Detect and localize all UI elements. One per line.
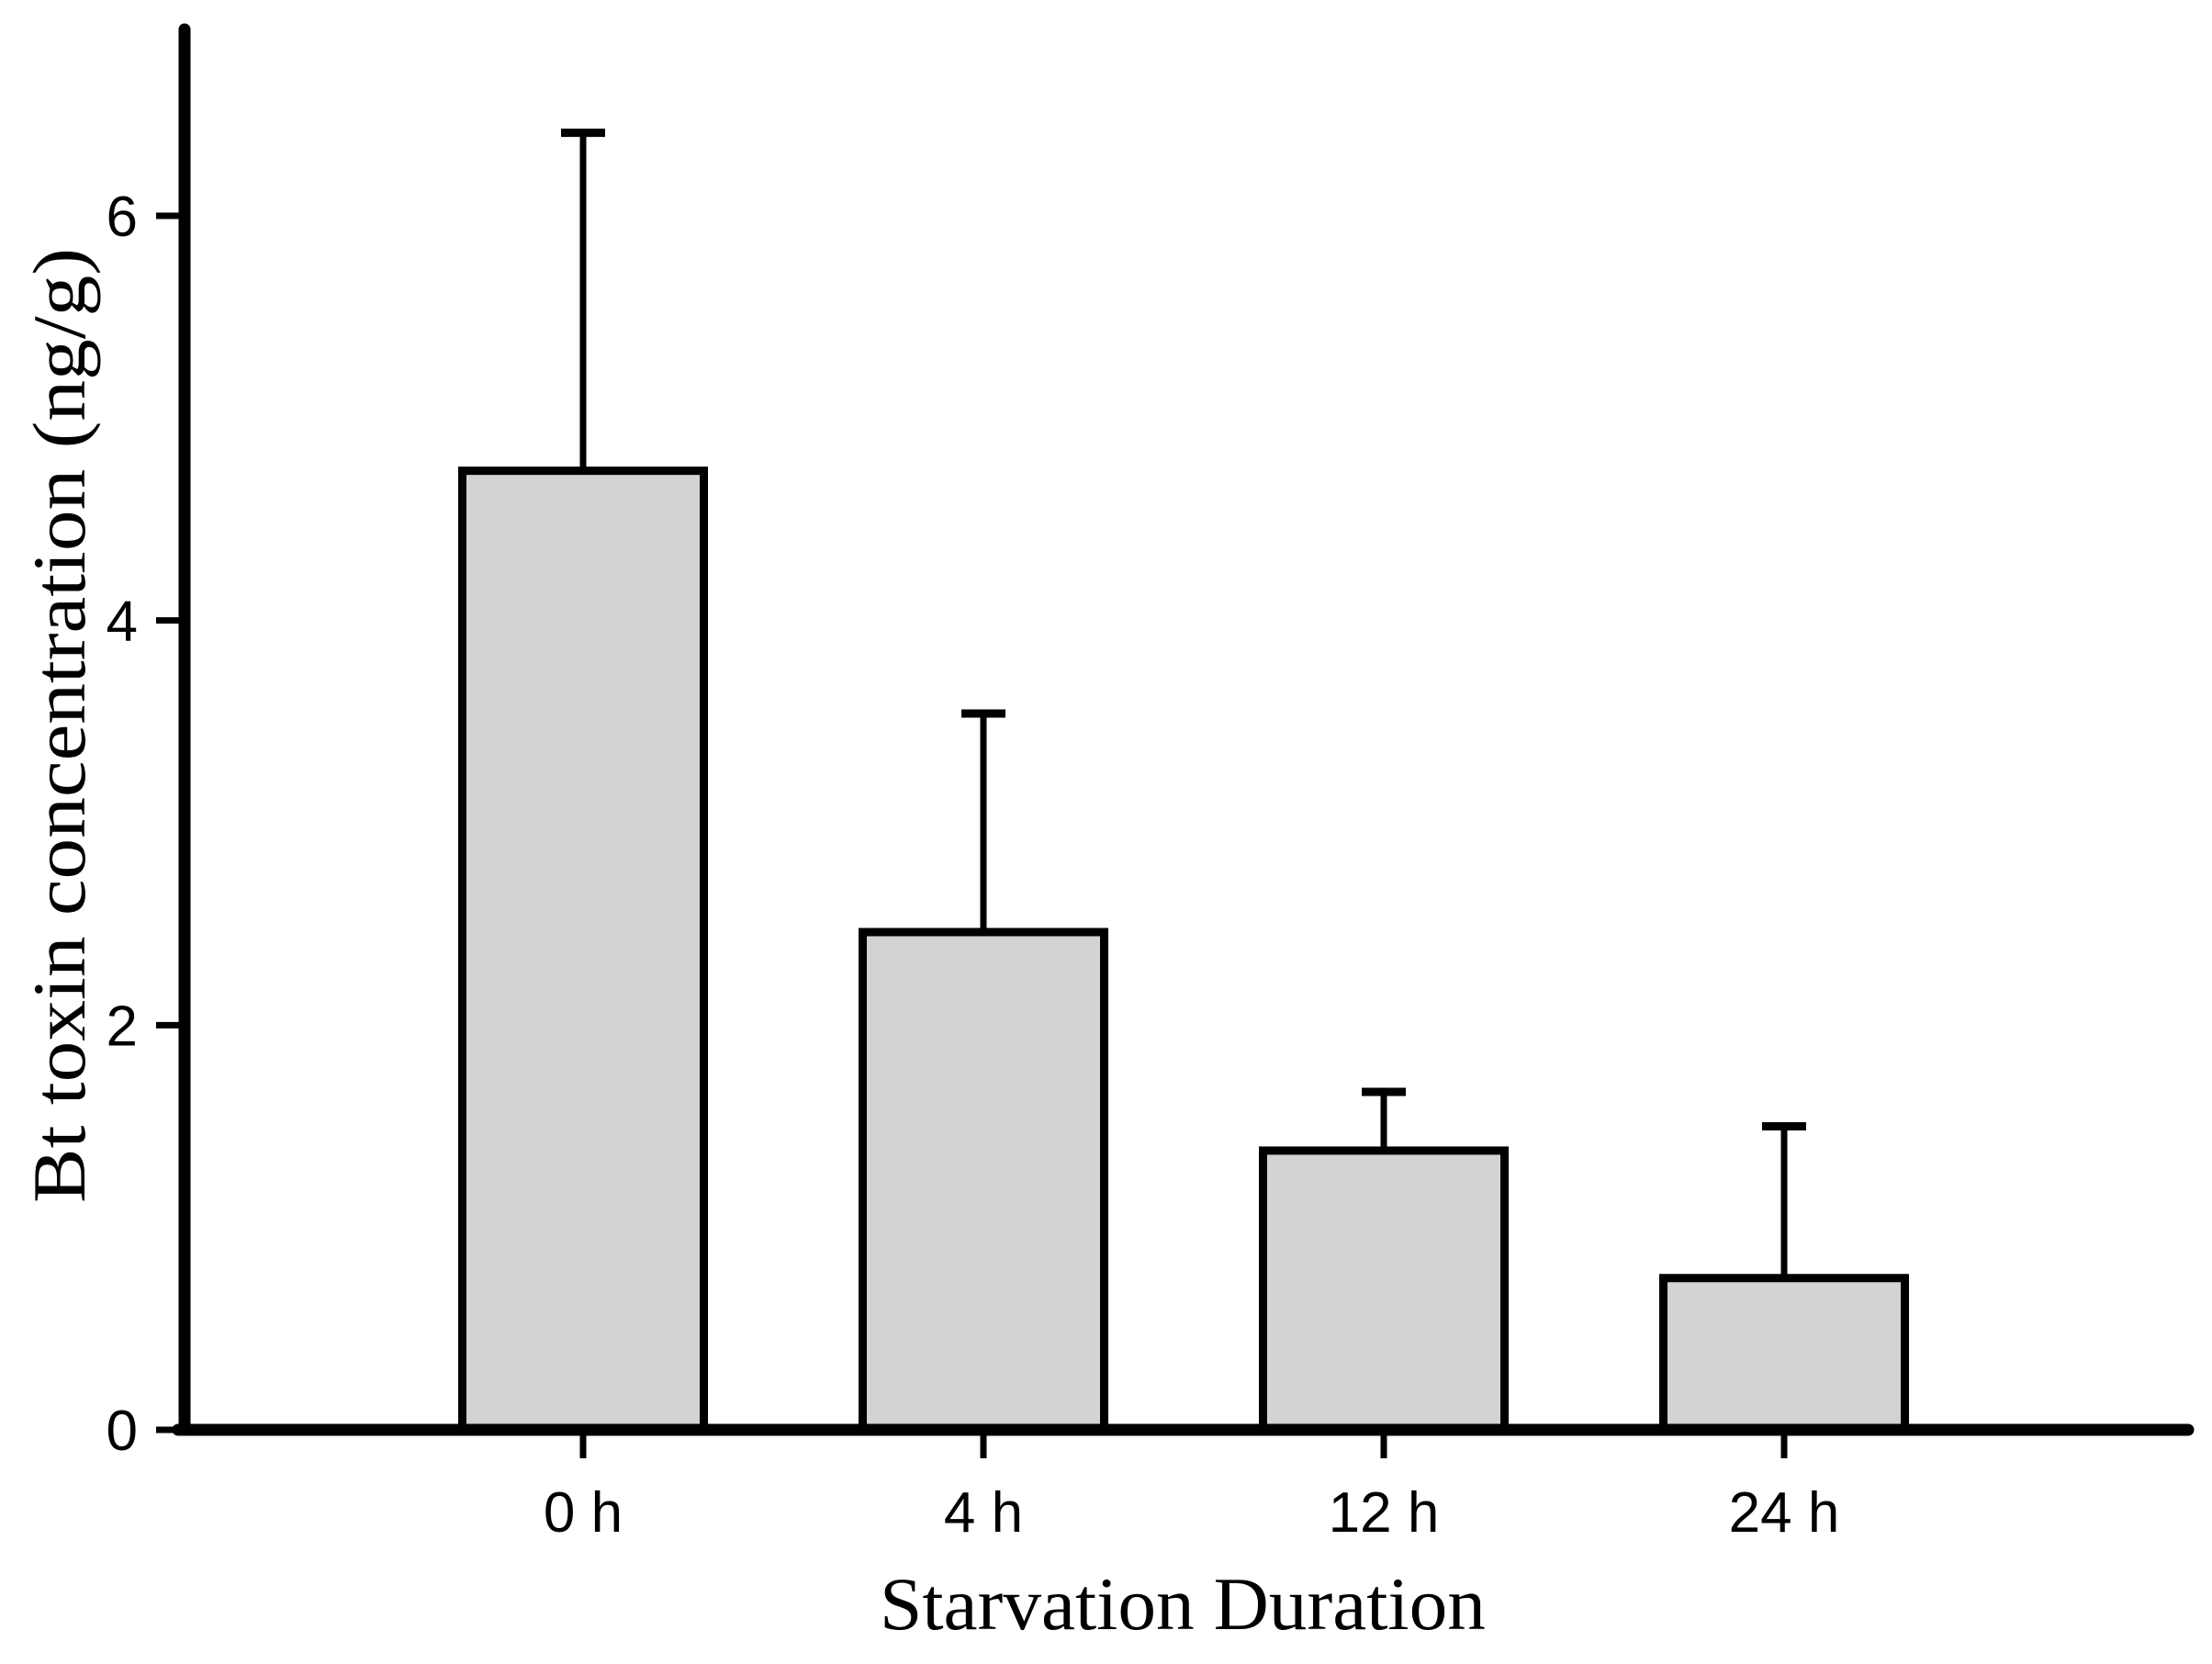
x-tick-labels-layer: 0 h 4 h 12 h 24 h [544, 1481, 1839, 1545]
x-ticks-layer [579, 1430, 1788, 1458]
x-axis-title: Starvation Duration [880, 1562, 1486, 1646]
axes-layer [172, 23, 2195, 1436]
y-tick-label-2: 2 [107, 995, 138, 1058]
x-tick-label-0-h: 0 h [544, 1481, 623, 1545]
error-bars-layer [561, 129, 1806, 1278]
y-tick-label-0: 0 [107, 1400, 138, 1463]
y-ticks-layer [156, 212, 185, 1434]
x-tick-label-24-h: 24 h [1729, 1481, 1840, 1545]
y-tick-label-4: 4 [107, 590, 138, 654]
y-tick-label-6: 6 [107, 186, 138, 249]
y-axis-title: Bt toxin concentration (ng/g) [17, 248, 101, 1203]
x-tick-label-12-h: 12 h [1329, 1481, 1440, 1545]
bar-24-h [1659, 1274, 1909, 1434]
bar-0-h [458, 467, 708, 1434]
bar-12-h [1259, 1146, 1509, 1434]
x-tick-label-4-h: 4 h [944, 1481, 1023, 1545]
y-tick-labels-layer: 0 2 4 6 [107, 186, 138, 1463]
bar-4-h [859, 928, 1108, 1434]
